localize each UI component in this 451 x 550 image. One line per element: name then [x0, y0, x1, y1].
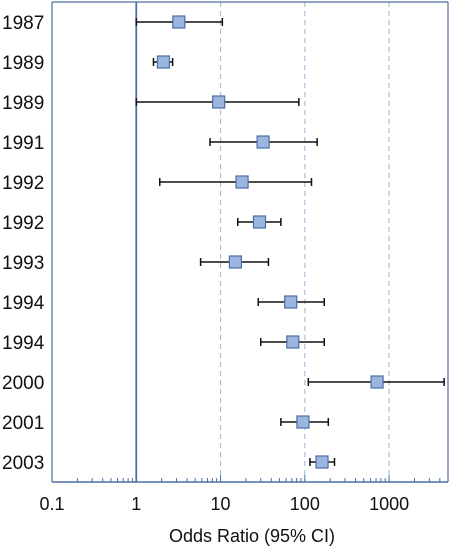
study-row: [135, 15, 224, 29]
x-tick-label: 100: [290, 494, 320, 514]
study-labels: 1987 1989 1989 1991 1992 1992 1993 1994 1994 2000…: [2, 13, 45, 474]
study-row: [199, 255, 270, 269]
odds-ratio-marker: [296, 415, 310, 429]
grid-lines: [219, 2, 390, 482]
study-row: [152, 55, 174, 69]
study-row: [307, 375, 445, 389]
odds-ratio-marker: [315, 455, 329, 469]
study-row: [159, 175, 313, 189]
study-year-label: 2000: [2, 373, 44, 394]
study-row: [236, 215, 282, 229]
odds-ratio-marker: [256, 135, 270, 149]
study-year-label: 1991: [2, 133, 44, 154]
study-year-label: 1994: [2, 333, 45, 354]
study-year-label: 1989: [2, 53, 44, 74]
odds-ratio-marker: [228, 255, 242, 269]
study-row: [260, 335, 325, 349]
x-tick-label: 10: [211, 494, 231, 514]
study-year-label: 2001: [2, 413, 44, 434]
study-year-label: 1994: [2, 293, 45, 314]
odds-ratio-marker: [172, 15, 186, 29]
study-year-label: 1989: [2, 93, 44, 114]
odds-ratio-marker: [284, 295, 298, 309]
odds-ratio-marker: [156, 55, 171, 69]
study-year-label: 1992: [2, 213, 44, 234]
study-year-label: 1992: [2, 173, 44, 194]
study-row: [280, 415, 330, 429]
odds-ratio-marker: [370, 375, 384, 389]
odds-ratio-marker: [235, 175, 249, 189]
study-row: [257, 295, 325, 309]
study-year-label: 1987: [2, 13, 44, 34]
study-rows: [135, 15, 445, 469]
study-row: [135, 95, 300, 109]
study-row: [209, 135, 318, 149]
odds-ratio-marker: [286, 335, 300, 349]
x-tick-label: 0.1: [39, 494, 64, 514]
odds-ratio-marker: [212, 95, 226, 109]
study-year-label: 1993: [2, 253, 44, 274]
x-axis-ticks: 0.1 1 10 100 1000: [39, 475, 449, 514]
x-tick-label: 1000: [369, 494, 409, 514]
odds-ratio-marker: [252, 215, 267, 229]
study-row: [309, 455, 336, 469]
study-year-label: 2003: [2, 453, 44, 474]
x-axis-title: Odds Ratio (95% CI): [169, 526, 335, 546]
x-tick-label: 1: [131, 494, 141, 514]
